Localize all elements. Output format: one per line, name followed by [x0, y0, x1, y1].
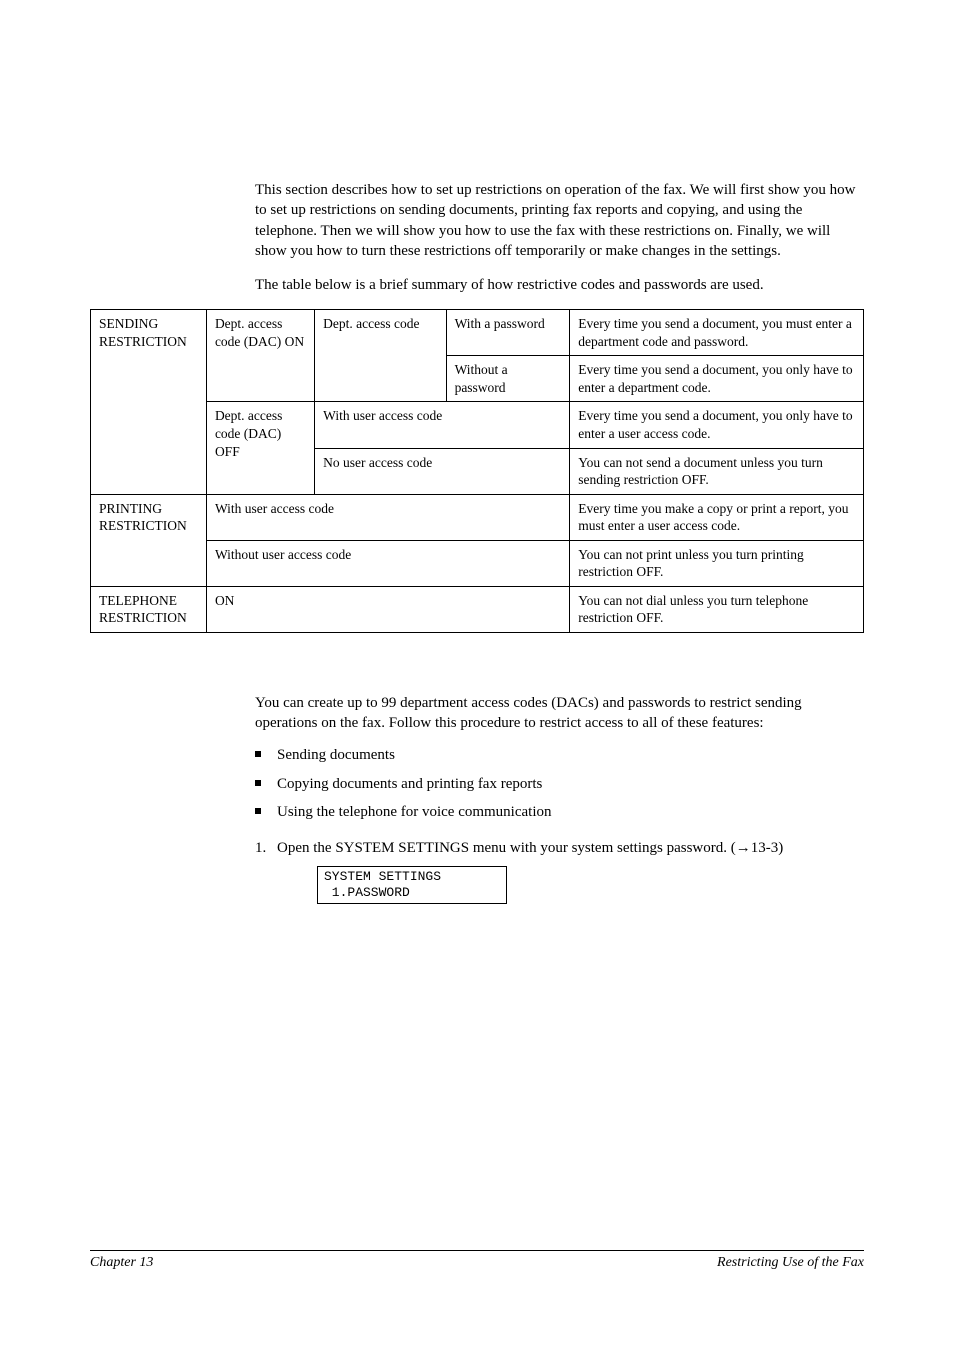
step-list: 1. Open the SYSTEM SETTINGS menu with yo… [255, 838, 864, 903]
cell-with-user-code-print: With user access code [206, 494, 569, 540]
cell-dac-off: Dept. access code (DAC) OFF [206, 402, 314, 494]
table-row: PRINTING RESTRICTION With user access co… [91, 494, 864, 540]
cell-tel-on: ON [206, 586, 569, 632]
table-row: Dept. access code (DAC) OFF With user ac… [91, 402, 864, 448]
cell-sending-restriction: SENDING RESTRICTION [91, 310, 207, 494]
table-row: Without user access code You can not pri… [91, 540, 864, 586]
list-item: Sending documents [255, 745, 864, 765]
footer-right: Restricting Use of the Fax [717, 1255, 864, 1271]
step-text: Open the SYSTEM SETTINGS menu with your … [277, 840, 783, 856]
cell-desc: Every time you send a document, you only… [570, 356, 864, 402]
intro-paragraph-2: The table below is a brief summary of ho… [255, 275, 864, 295]
cell-telephone-restriction: TELEPHONE RESTRICTION [91, 586, 207, 632]
cell-desc: Every time you send a document, you only… [570, 402, 864, 448]
intro-paragraph-1: This section describes how to set up res… [255, 180, 864, 261]
page-footer: Chapter 13 Restricting Use of the Fax [90, 1250, 864, 1271]
table-row: TELEPHONE RESTRICTION ON You can not dia… [91, 586, 864, 632]
cell-with-password: With a password [446, 310, 570, 356]
cell-desc: Every time you make a copy or print a re… [570, 494, 864, 540]
cell-with-user-code: With user access code [315, 402, 570, 448]
lcd-line-2: 1.PASSWORD [324, 885, 410, 900]
cell-dac-on: Dept. access code (DAC) ON [206, 310, 314, 402]
list-item: Copying documents and printing fax repor… [255, 774, 864, 794]
cell-desc: You can not print unless you turn printi… [570, 540, 864, 586]
dac-section: You can create up to 99 department acces… [255, 693, 864, 904]
feature-list: Sending documents Copying documents and … [255, 745, 864, 822]
page-content: This section describes how to set up res… [0, 0, 954, 1351]
cell-printing-restriction: PRINTING RESTRICTION [91, 494, 207, 586]
step-item: 1. Open the SYSTEM SETTINGS menu with yo… [255, 838, 864, 903]
intro-block: This section describes how to set up res… [255, 180, 864, 261]
cell-dac-code: Dept. access code [315, 310, 446, 402]
cell-desc: You can not send a document unless you t… [570, 448, 864, 494]
lcd-display: SYSTEM SETTINGS 1.PASSWORD [317, 866, 507, 903]
cell-without-user-code-print: Without user access code [206, 540, 569, 586]
lcd-line-1: SYSTEM SETTINGS [324, 869, 441, 884]
table-row: SENDING RESTRICTION Dept. access code (D… [91, 310, 864, 356]
footer-rule [90, 1250, 864, 1251]
list-item: Using the telephone for voice communicat… [255, 802, 864, 822]
step-number: 1. [255, 838, 266, 858]
restrictions-table: SENDING RESTRICTION Dept. access code (D… [90, 309, 864, 633]
cell-desc: You can not dial unless you turn telepho… [570, 586, 864, 632]
cell-no-user-code: No user access code [315, 448, 570, 494]
footer-left: Chapter 13 [90, 1255, 153, 1271]
section-lead: You can create up to 99 department acces… [255, 693, 864, 734]
intro-block-2: The table below is a brief summary of ho… [255, 275, 864, 295]
cell-without-password: Without a password [446, 356, 570, 402]
cell-desc: Every time you send a document, you must… [570, 310, 864, 356]
footer-row: Chapter 13 Restricting Use of the Fax [90, 1255, 864, 1271]
